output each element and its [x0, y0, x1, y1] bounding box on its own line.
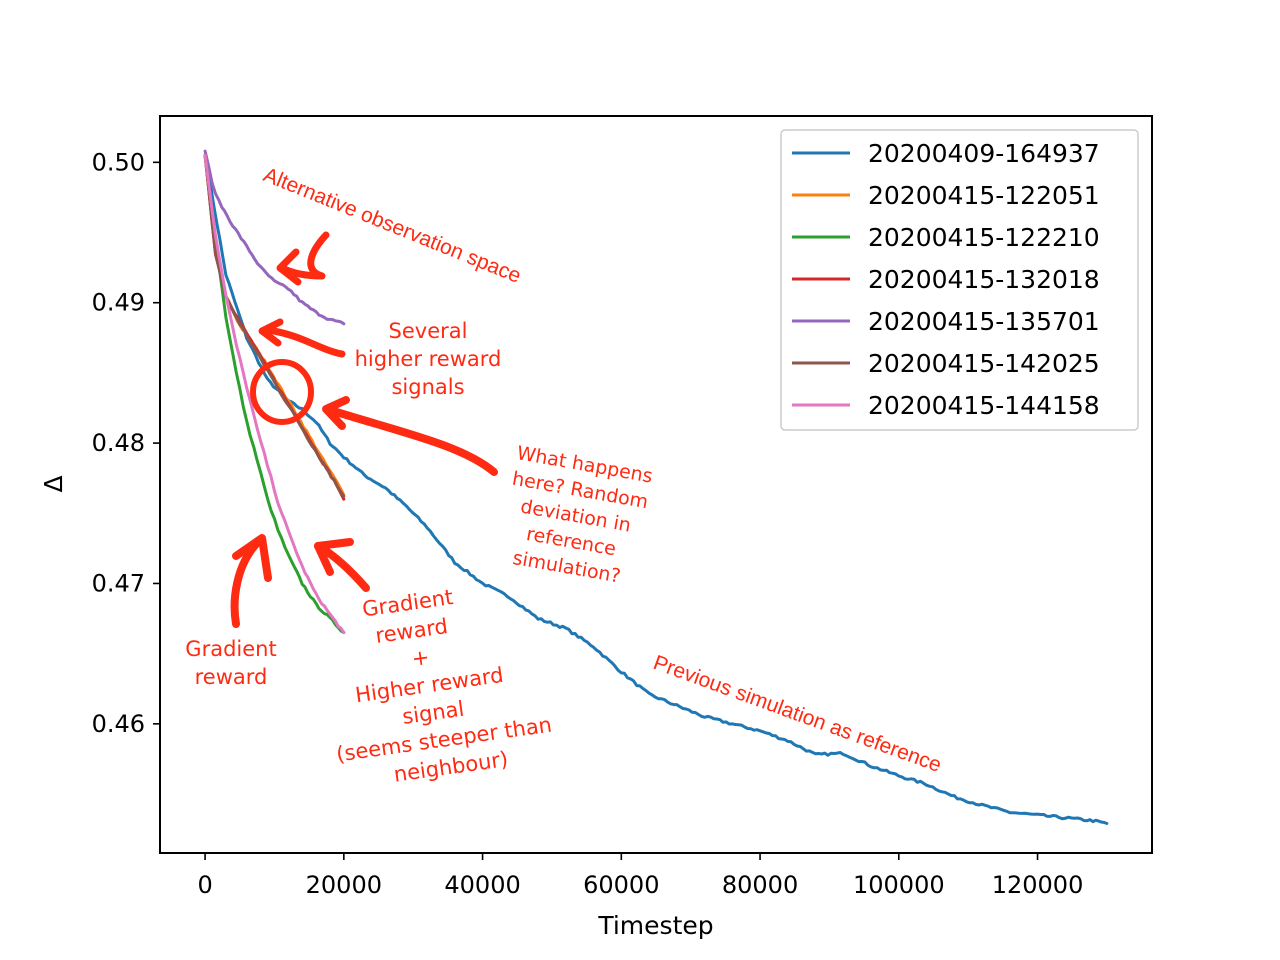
- x-tick-label: 0: [197, 871, 212, 899]
- x-tick-label: 100000: [853, 871, 945, 899]
- svg-text:reward: reward: [374, 614, 449, 648]
- x-tick-label: 120000: [992, 871, 1084, 899]
- legend-items: 20200409-164937 20200415-122051 20200415-1…: [792, 139, 1100, 420]
- y-tick-label: 0.48: [92, 429, 145, 457]
- series-layer: [203, 149, 1109, 825]
- x-tick-label: 40000: [444, 871, 520, 899]
- svg-text:reward: reward: [195, 665, 268, 689]
- legend-label: 20200409-164937: [868, 139, 1100, 168]
- legend: 20200409-164937 20200415-122051 20200415-1…: [780, 129, 1139, 431]
- series-line-20200409-164937: [203, 153, 1109, 825]
- y-axis-label: Δ: [39, 475, 68, 492]
- y-tick-label: 0.49: [92, 289, 145, 317]
- y-tick-label: 0.46: [92, 710, 145, 738]
- what-happens-arrow: [322, 396, 498, 476]
- x-tick-label: 20000: [306, 871, 382, 899]
- x-axis-label: Timestep: [597, 911, 713, 940]
- legend-label: 20200415-144158: [868, 391, 1100, 420]
- legend-label: 20200415-122051: [868, 181, 1100, 210]
- svg-text:signal: signal: [401, 697, 466, 729]
- annotation-what-happens: What happens here? Random deviation in r…: [511, 442, 655, 587]
- svg-text:Several: Several: [389, 319, 468, 343]
- series-line-20200415-122210: [203, 153, 346, 635]
- gradient-reward-arrow: [230, 534, 272, 628]
- annotation-previous-simulation: Previous simulation as reference: [650, 651, 944, 777]
- svg-text:signals: signals: [391, 375, 464, 399]
- series-line-20200415-135701: [203, 149, 346, 326]
- legend-label: 20200415-142025: [868, 349, 1100, 378]
- plot-frame: [159, 115, 1153, 854]
- legend-box: [780, 129, 1139, 431]
- x-axis: 0 20000 40000 60000 80000 100000 120000: [197, 853, 1083, 899]
- legend-label: 20200415-135701: [868, 307, 1100, 336]
- svg-text:Gradient: Gradient: [185, 637, 276, 661]
- several-arrow: [258, 318, 346, 358]
- y-tick-label: 0.47: [92, 569, 145, 597]
- svg-text:higher reward: higher reward: [355, 347, 502, 371]
- y-axis: 0.46 0.47 0.48 0.49 0.50: [92, 148, 160, 738]
- x-tick-label: 80000: [722, 871, 798, 899]
- legend-label: 20200415-132018: [868, 265, 1100, 294]
- y-tick-label: 0.50: [92, 148, 145, 176]
- x-tick-label: 60000: [583, 871, 659, 899]
- annotation-gradient-reward: Gradient reward: [185, 637, 276, 689]
- series-line-20200415-144158: [203, 153, 346, 635]
- alt-obs-arrow: [276, 231, 330, 286]
- svg-text:+: +: [410, 645, 431, 671]
- deviation-circle: [250, 359, 314, 425]
- legend-label: 20200415-122210: [868, 223, 1100, 252]
- annotation-alternative-observation-space: Alternative observation space: [260, 163, 524, 288]
- gradient-higher-arrow: [314, 538, 370, 592]
- series-line-20200415-142025: [203, 153, 346, 498]
- annotation-several-signals: Several higher reward signals: [355, 319, 502, 399]
